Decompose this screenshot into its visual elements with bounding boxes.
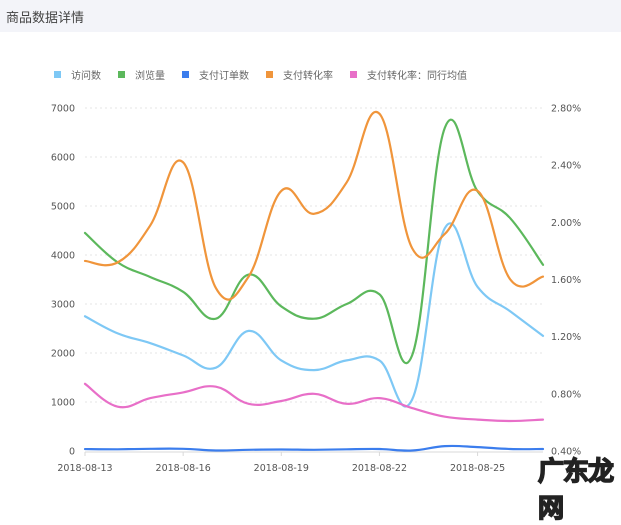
- x-tick-label: 2018-08-13: [57, 463, 112, 474]
- y-right-tick-label: 2.80%: [551, 104, 581, 115]
- legend-label: 支付转化率：同行均值: [367, 70, 467, 82]
- legend-item-conversion[interactable]: 支付转化率: [266, 67, 333, 82]
- y-right-tick-label: 1.20%: [551, 332, 581, 343]
- y-axis-right: 0.40% 0.80% 1.20% 1.60% 2.00% 2.40% 2.80%: [551, 104, 581, 458]
- watermark-logo: 广东龙网: [537, 456, 615, 525]
- chart-legend: 访问数 浏览量 支付订单数 支付转化率 支付转化率：同行均值: [54, 67, 484, 82]
- legend-swatch-icon: [350, 70, 357, 78]
- legend-swatch-icon: [54, 70, 61, 78]
- legend-label: 支付订单数: [199, 70, 249, 82]
- legend-swatch-icon: [118, 70, 125, 78]
- y-left-tick-label: 0: [69, 447, 75, 458]
- series-peer-conversion-line[interactable]: [83, 382, 545, 423]
- legend-item-visits[interactable]: 访问数: [54, 67, 101, 82]
- y-left-tick-label: 4000: [51, 251, 75, 262]
- legend-label: 浏览量: [135, 70, 165, 82]
- series-pageviews-line[interactable]: [83, 118, 545, 365]
- series-conversion-line[interactable]: [83, 110, 545, 301]
- y-left-tick-label: 3000: [51, 300, 75, 311]
- series-orders-line[interactable]: [83, 444, 545, 452]
- page-header: 商品数据详情: [0, 0, 621, 32]
- y-left-tick-label: 1000: [51, 398, 75, 409]
- y-left-tick-label: 6000: [51, 153, 75, 164]
- y-left-tick-label: 5000: [51, 202, 75, 213]
- x-tick-label: 2018-08-16: [156, 463, 211, 474]
- x-tick-label: 2018-08-22: [352, 463, 407, 474]
- y-right-tick-label: 0.80%: [551, 389, 581, 400]
- series-lines: [83, 110, 545, 452]
- y-right-tick-label: 2.40%: [551, 161, 581, 172]
- page-title: 商品数据详情: [6, 11, 85, 26]
- y-right-tick-label: 2.00%: [551, 218, 581, 229]
- y-right-tick-label: 0.40%: [551, 447, 581, 458]
- y-axis-left: 0 1000 2000 3000 4000 5000 6000 7000: [51, 104, 75, 458]
- x-axis: 2018-08-13 2018-08-16 2018-08-19 2018-08-22…: [57, 451, 543, 474]
- legend-swatch-icon: [182, 70, 189, 78]
- legend-item-peer-conversion[interactable]: 支付转化率：同行均值: [350, 67, 467, 82]
- legend-label: 支付转化率: [283, 70, 333, 82]
- legend-item-pageviews[interactable]: 浏览量: [118, 67, 165, 82]
- legend-swatch-icon: [266, 70, 273, 78]
- y-left-tick-label: 2000: [51, 349, 75, 360]
- legend-item-orders[interactable]: 支付订单数: [182, 67, 249, 82]
- y-left-tick-label: 7000: [51, 104, 75, 115]
- legend-label: 访问数: [71, 70, 101, 82]
- x-tick-label: 2018-08-19: [254, 463, 309, 474]
- y-right-tick-label: 1.60%: [551, 275, 581, 286]
- series-visits-line[interactable]: [83, 222, 545, 408]
- gridlines: [85, 107, 543, 403]
- x-tick-label: 2018-08-25: [450, 463, 505, 474]
- line-chart: 0 1000 2000 3000 4000 5000 6000 7000 0.40% 0.80%…: [51, 104, 581, 475]
